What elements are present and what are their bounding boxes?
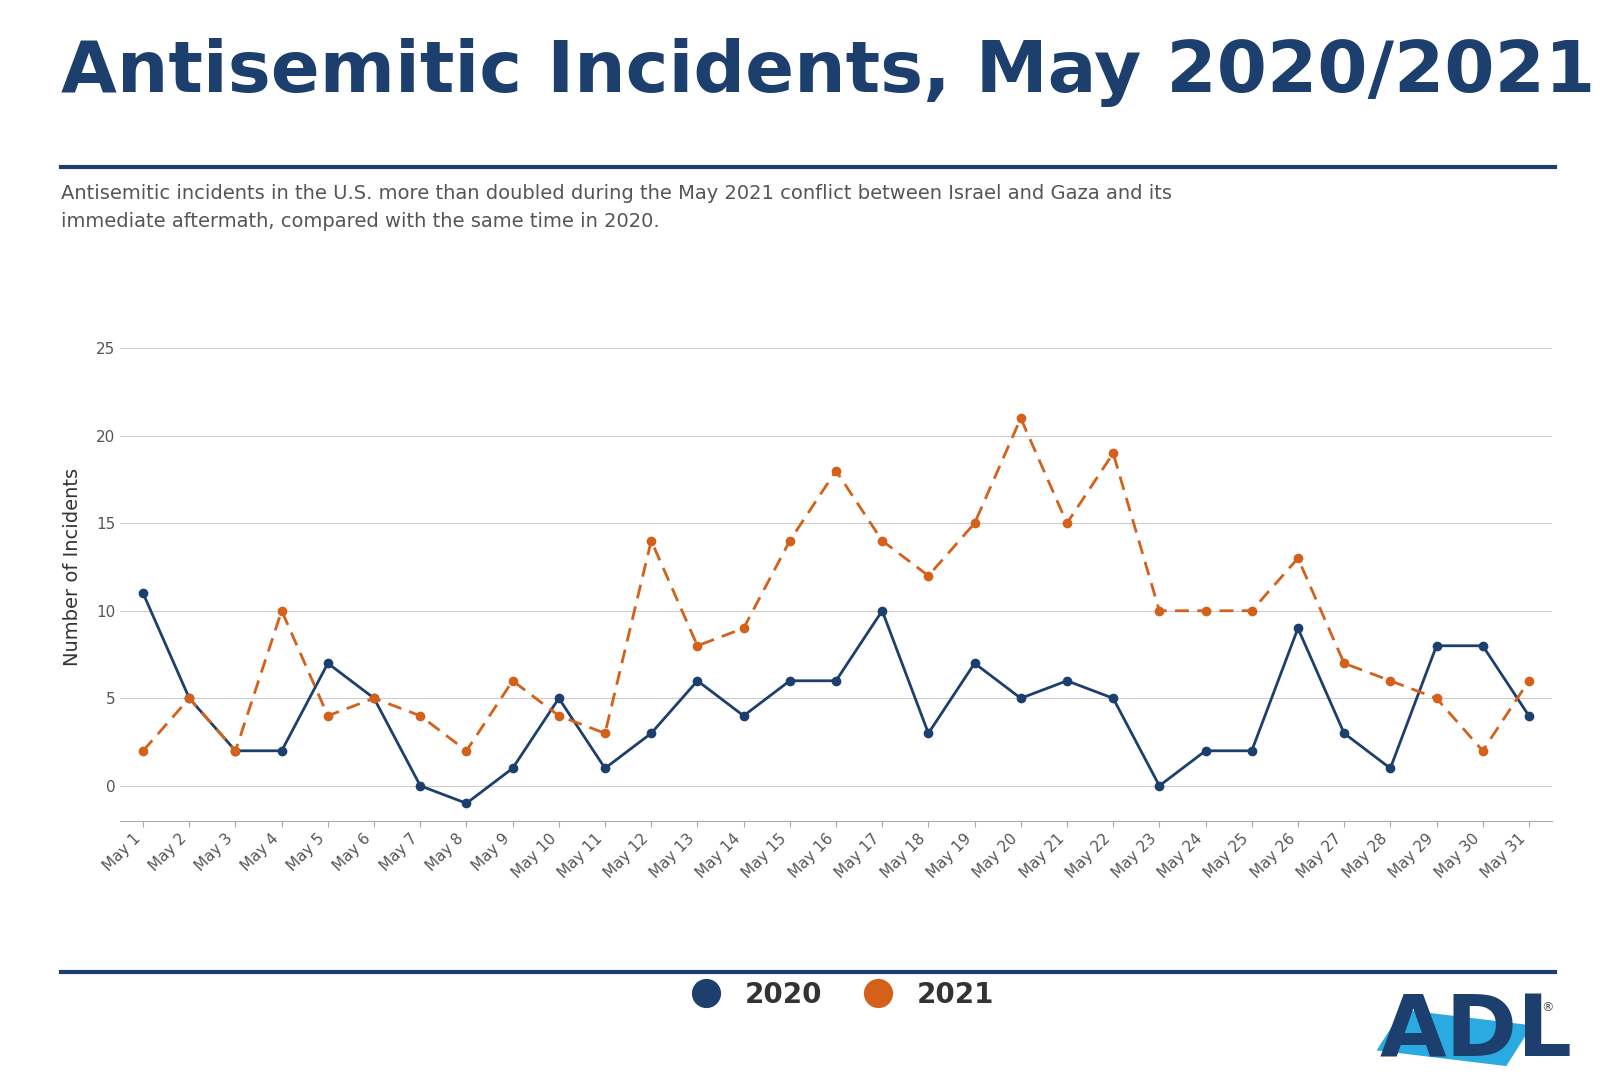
Text: Antisemitic Incidents, May 2020/2021: Antisemitic Incidents, May 2020/2021 [61,38,1595,107]
Text: ADL: ADL [1379,991,1573,1075]
Legend: 2020, 2021: 2020, 2021 [667,970,1005,1021]
Text: Antisemitic incidents in the U.S. more than doubled during the May 2021 conflict: Antisemitic incidents in the U.S. more t… [61,184,1171,231]
Text: ®: ® [1541,1001,1554,1014]
Polygon shape [1376,1010,1533,1066]
Y-axis label: Number of Incidents: Number of Incidents [62,468,82,666]
